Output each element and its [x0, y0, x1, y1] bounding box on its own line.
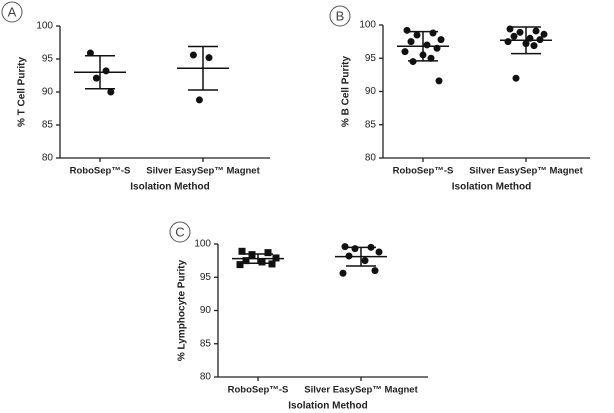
panel-label: C: [175, 224, 184, 239]
panel-label: A: [8, 4, 17, 19]
panel-label: B: [336, 8, 345, 23]
y-tick-label: 90: [365, 86, 377, 97]
panel-badge: [169, 221, 191, 243]
data-point: [102, 67, 110, 75]
sd-bar: [511, 26, 541, 55]
data-point: [258, 258, 266, 266]
data-point: [351, 245, 359, 253]
data-point: [86, 49, 94, 57]
data-point: [435, 77, 443, 85]
data-point: [375, 248, 383, 256]
data-point: [195, 96, 203, 104]
data-point: [403, 26, 411, 34]
data-point: [413, 31, 421, 39]
data-point: [189, 51, 197, 59]
data-point: [530, 42, 538, 50]
data-point: [429, 29, 437, 37]
x-tick-label: RoboSep™-S: [393, 166, 454, 177]
data-point: [532, 27, 540, 35]
data-point: [371, 267, 379, 275]
sd-bar: [85, 54, 115, 90]
sd-bar: [243, 253, 273, 265]
data-point: [341, 243, 349, 251]
data-point: [437, 36, 445, 44]
data-point: [512, 74, 520, 82]
x-axis-label: Isolation Method: [288, 401, 367, 412]
data-point: [236, 261, 244, 269]
data-point: [427, 54, 435, 62]
y-tick-label: 80: [42, 153, 54, 164]
data-point: [504, 38, 512, 46]
x-tick-label: RoboSep™-S: [70, 166, 131, 177]
sd-bar: [346, 246, 376, 267]
y-tick-label: 100: [359, 20, 376, 31]
sd-bar: [188, 45, 218, 91]
y-tick-label: 95: [365, 53, 377, 64]
x-tick-label: Silver EasySep™ Magnet: [304, 385, 418, 396]
data-point: [407, 38, 415, 46]
y-tick-label: 80: [200, 372, 212, 383]
data-point: [264, 249, 272, 257]
sd-bar: [408, 30, 438, 62]
panel-badge: [329, 5, 351, 27]
data-point: [242, 257, 250, 265]
data-point: [238, 247, 246, 255]
data-point: [205, 54, 213, 62]
data-point: [516, 28, 524, 36]
data-point: [540, 30, 548, 38]
y-tick-label: 80: [365, 153, 377, 164]
x-axis-label: Isolation Method: [130, 182, 209, 193]
x-tick-label: RoboSep™-S: [228, 385, 289, 396]
y-axis-label: % B Cell Purity: [341, 56, 352, 128]
x-tick-label: Silver EasySep™ Magnet: [469, 166, 583, 177]
data-point: [92, 74, 100, 82]
x-tick-label: Silver EasySep™ Magnet: [146, 166, 260, 177]
data-point: [107, 88, 115, 96]
y-axis-label: % T Cell Purity: [17, 57, 28, 127]
data-point: [361, 257, 369, 265]
y-axis-label: % Lymphocyte Purity: [177, 259, 188, 361]
y-tick-label: 85: [42, 120, 54, 131]
y-tick-label: 90: [200, 305, 212, 316]
panel-badge: [1, 1, 23, 23]
data-point: [339, 269, 347, 277]
data-point: [401, 48, 409, 56]
y-tick-label: 95: [42, 54, 54, 65]
y-tick-label: 90: [42, 87, 54, 98]
y-tick-label: 100: [36, 21, 53, 32]
y-tick-label: 85: [200, 338, 212, 349]
data-point: [423, 41, 431, 49]
x-axis-label: Isolation Method: [452, 182, 531, 193]
y-tick-label: 100: [194, 239, 211, 250]
data-point: [510, 32, 518, 40]
y-tick-label: 85: [365, 119, 377, 130]
y-tick-label: 95: [200, 272, 212, 283]
